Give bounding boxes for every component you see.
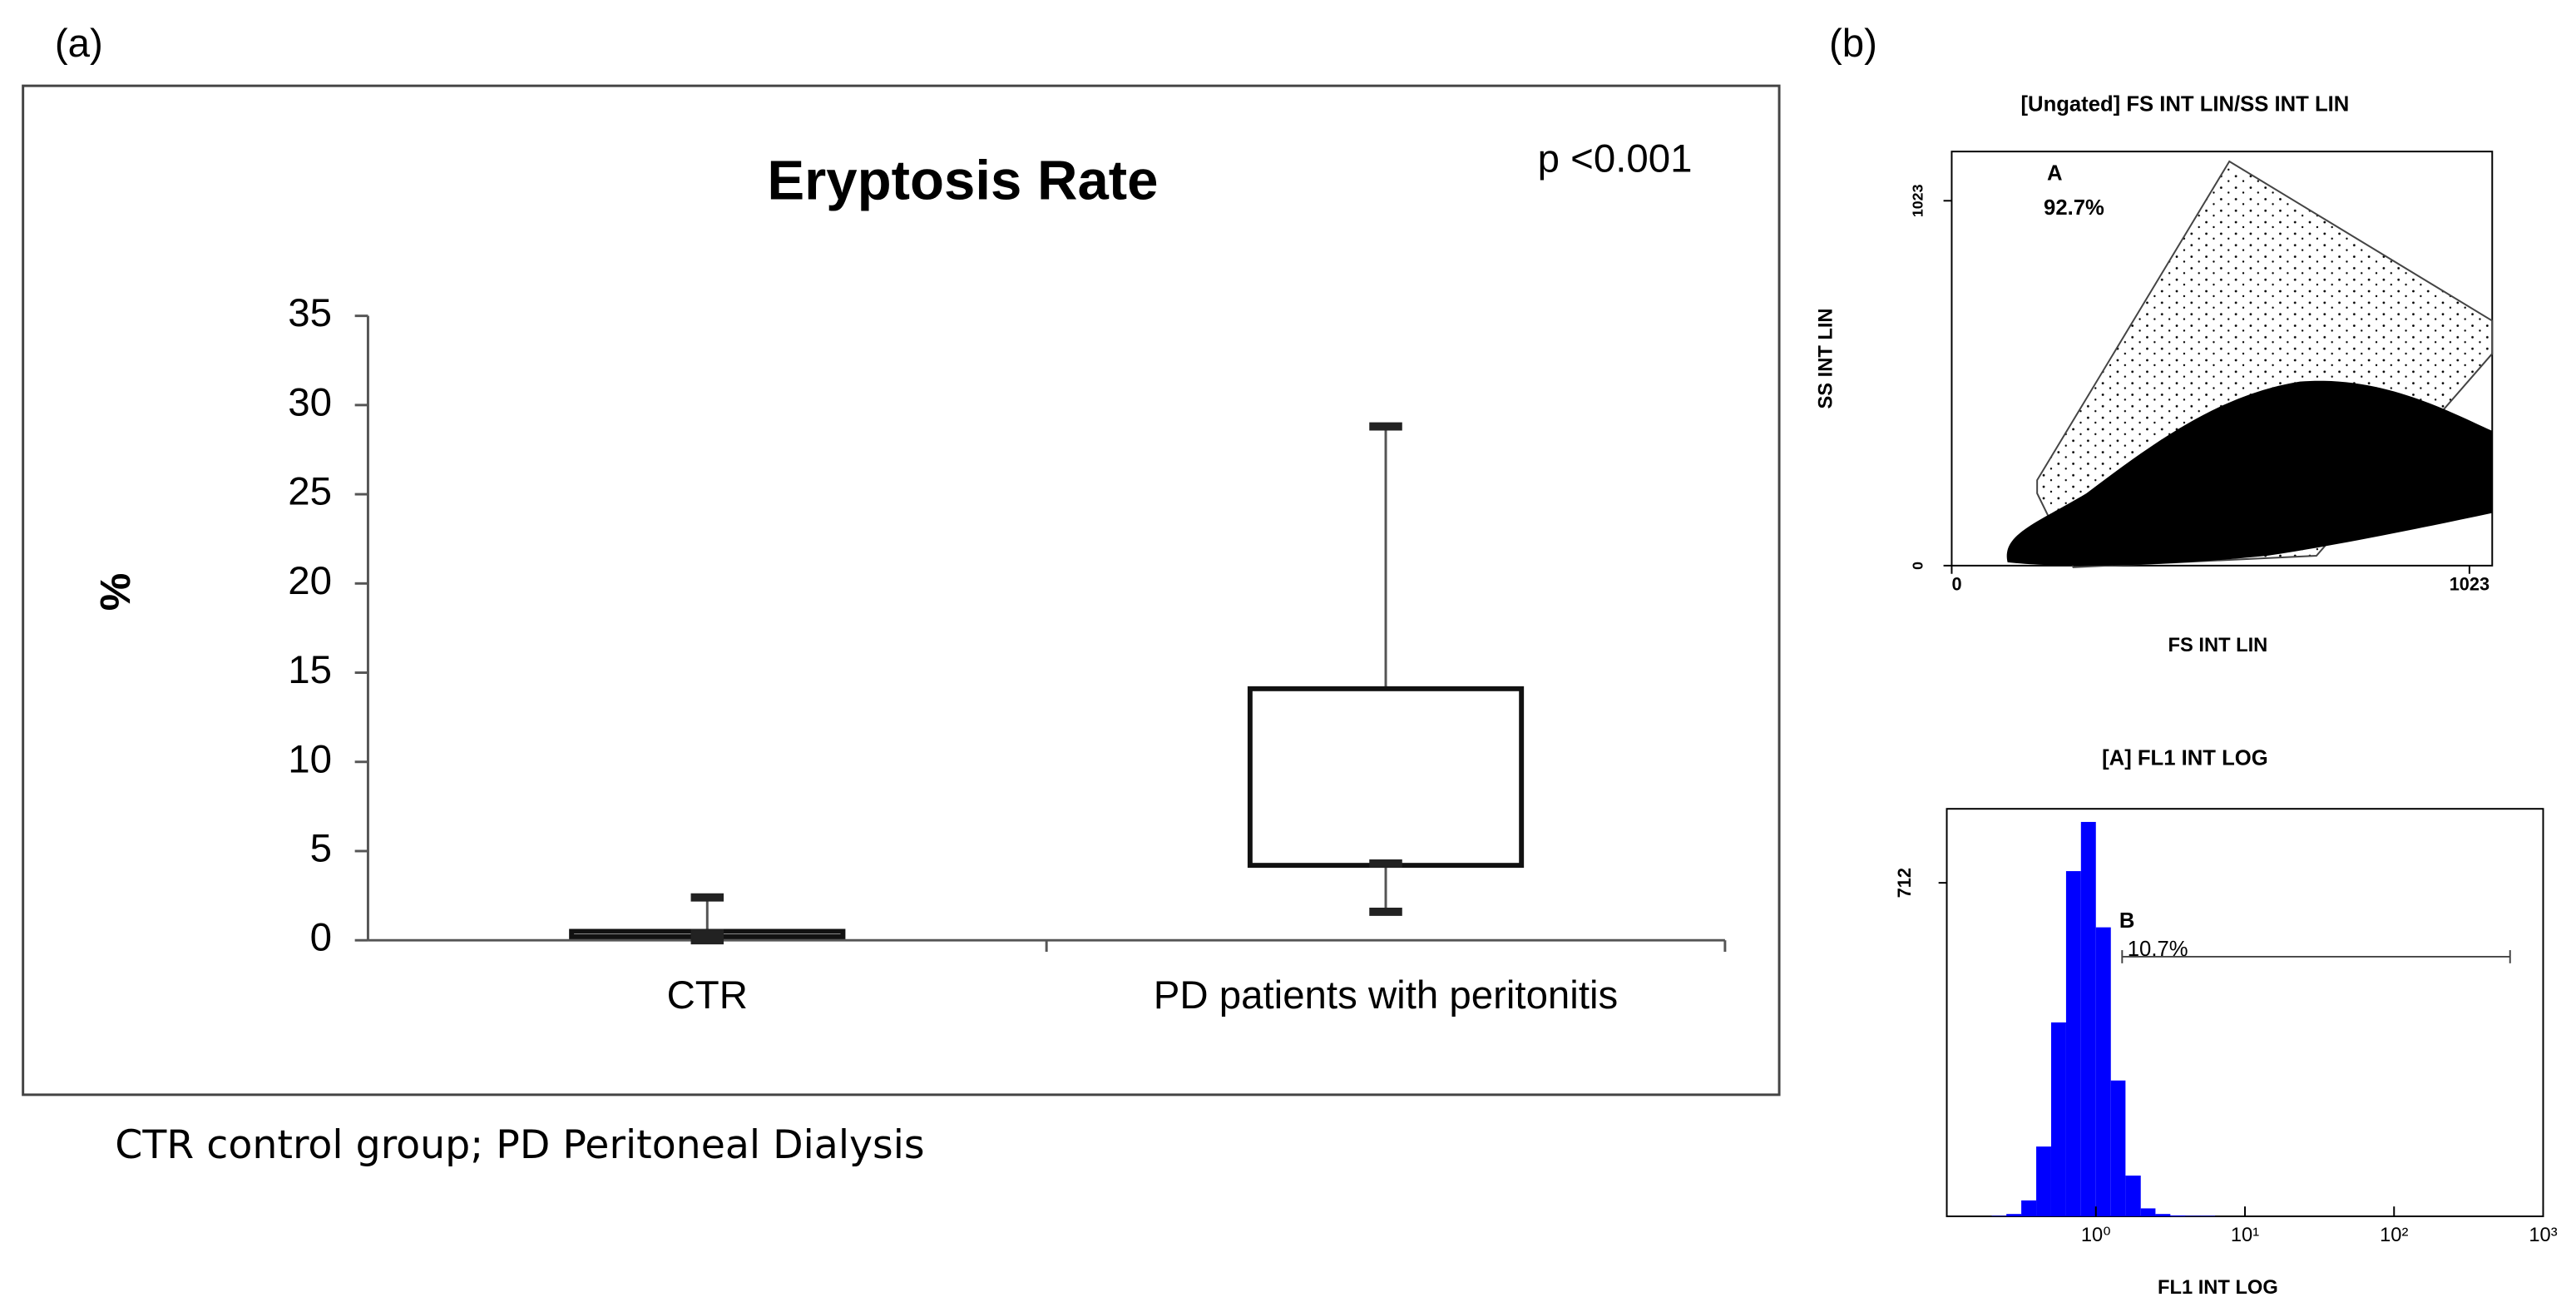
x-axis-label: FS INT LIN xyxy=(2168,635,2268,656)
y-tick-label: 5 xyxy=(310,826,332,870)
caption: CTR control group; PD Peritoneal Dialysi… xyxy=(115,1122,924,1168)
y-tick-label: 0 xyxy=(1910,562,1926,570)
x-tick-label: 10⁰ xyxy=(2081,1225,2111,1246)
y-axis-label: SS INT LIN xyxy=(1816,308,1837,408)
y-axis-label: % xyxy=(91,573,139,611)
x-tick-label: 10³ xyxy=(2529,1225,2557,1246)
x-tick-label: 1023 xyxy=(2450,573,2489,594)
histogram-bar xyxy=(2095,927,2111,1217)
histogram-bar xyxy=(2170,1215,2186,1217)
y-tick-label: 30 xyxy=(288,380,332,424)
y-tick-label: 712 xyxy=(1894,868,1915,898)
histogram-bar xyxy=(2155,1214,2171,1217)
gate-percent: 92.7% xyxy=(2044,196,2104,220)
x-tick-label: PD patients with peritonitis xyxy=(1154,973,1618,1017)
histogram-bar xyxy=(2140,1208,2156,1217)
histogram-bar xyxy=(2110,1080,2126,1217)
chart-title: Eryptosis Rate xyxy=(767,149,1158,211)
y-tick-label: 25 xyxy=(288,470,332,514)
annotation: p <0.001 xyxy=(1538,137,1693,181)
y-tick-label: 35 xyxy=(288,291,332,335)
chart-title: [Ungated] FS INT LIN/SS INT LIN xyxy=(2021,93,2350,116)
gate-name: A xyxy=(2047,162,2063,186)
y-tick-label: 10 xyxy=(288,737,332,781)
histogram-bar xyxy=(2050,1022,2066,1217)
histogram-bar xyxy=(1991,1215,2007,1217)
y-tick-label: 15 xyxy=(288,648,332,692)
plot-frame xyxy=(1951,151,2494,567)
y-tick-label: 20 xyxy=(288,559,332,603)
histogram-bar xyxy=(2125,1176,2141,1217)
gate-name: B xyxy=(2119,909,2135,933)
panel-frame xyxy=(22,84,1781,1097)
histogram-bar xyxy=(2006,1214,2022,1217)
histogram-bar xyxy=(2065,871,2081,1217)
histogram-bar xyxy=(2080,821,2096,1217)
histogram-bar xyxy=(2036,1146,2051,1217)
panel-label: (b) xyxy=(1829,22,1877,66)
histogram-bar xyxy=(2021,1200,2037,1217)
histogram-bar xyxy=(2200,1215,2216,1217)
box xyxy=(1247,686,1525,869)
x-tick-label: 0 xyxy=(1951,573,1961,594)
chart-title: [A] FL1 INT LOG xyxy=(2102,747,2268,770)
histogram-bar xyxy=(2185,1215,2201,1217)
x-axis-label: FL1 INT LOG xyxy=(2158,1277,2278,1299)
panel-label: (a) xyxy=(55,22,103,66)
x-tick-label: 10¹ xyxy=(2231,1225,2259,1246)
x-tick-label: 10² xyxy=(2380,1225,2408,1246)
y-tick-label: 1023 xyxy=(1910,184,1926,217)
event-cloud xyxy=(2006,380,2493,567)
y-tick-label: 0 xyxy=(310,916,332,960)
x-tick-label: CTR xyxy=(667,973,748,1017)
